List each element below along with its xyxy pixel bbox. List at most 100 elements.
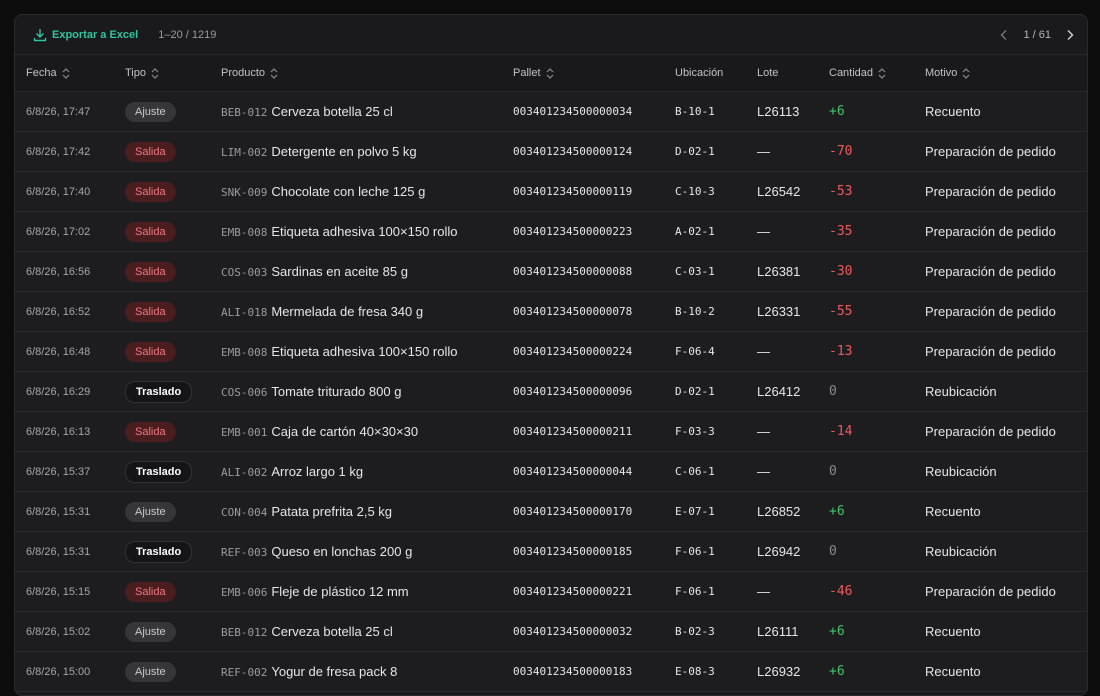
type-badge: Salida [125,581,176,602]
table-row[interactable]: 6/8/26, 15:15 Salida EMB-006 Fleje de plást… [15,572,1087,612]
product-code: EMB-008 [221,346,268,359]
cell-lot: L26111 [757,624,799,639]
cell-type: Salida [125,421,221,442]
cell-pallet: 003401234500000088 [513,265,633,278]
column-title: Lote [757,67,779,79]
type-badge: Traslado [125,540,193,563]
cell-quantity: +6 [829,664,845,679]
table-body: 6/8/26, 17:47 Ajuste BEB-012 Cerveza botell… [15,92,1087,692]
product-name: Etiqueta adhesiva 100×150 rollo [271,344,458,359]
table-row[interactable]: 6/8/26, 15:31 Traslado REF-003 Queso en lon… [15,532,1087,572]
cell-quantity: 0 [829,544,837,559]
cell-pallet: 003401234500000211 [513,425,633,438]
cell-location: B-10-2 [675,305,715,318]
cell-pallet: 003401234500000221 [513,585,633,598]
product-code: REF-003 [221,546,268,559]
product-name: Cerveza botella 25 cl [271,104,393,119]
product-name: Etiqueta adhesiva 100×150 rollo [271,224,458,239]
cell-quantity: -46 [829,584,853,599]
cell-pallet: 003401234500000034 [513,105,633,118]
table-row[interactable]: 6/8/26, 16:29 Traslado COS-006 Tomate tritu… [15,372,1087,412]
cell-lot: — [757,344,770,359]
cell-quantity: -70 [829,144,853,159]
cell-reason: Preparación de pedido [925,424,1056,439]
type-badge: Salida [125,421,176,442]
cell-reason: Reubicación [925,384,997,399]
product-code: ALI-002 [221,466,268,479]
export-button[interactable]: Exportar a Excel [33,28,138,42]
column-label: Fecha [26,67,70,79]
cell-reason: Recuento [925,504,981,519]
cell-location: C-10-3 [675,185,715,198]
table-row[interactable]: 6/8/26, 15:31 Ajuste CON-004 Patata prefrit… [15,492,1087,532]
table-row[interactable]: 6/8/26, 15:02 Ajuste BEB-012 Cerveza botell… [15,612,1087,652]
table-row[interactable]: 6/8/26, 17:02 Salida EMB-008 Etiqueta adhes… [15,212,1087,252]
cell-reason: Preparación de pedido [925,344,1056,359]
table-row[interactable]: 6/8/26, 16:48 Salida EMB-008 Etiqueta adhes… [15,332,1087,372]
cell-pallet: 003401234500000032 [513,625,633,638]
product-name: Detergente en polvo 5 kg [271,144,417,159]
column-header[interactable]: Pallet [513,67,675,79]
cell-lot: L26381 [757,264,801,279]
cell-date: 6/8/26, 16:52 [26,305,91,318]
prev-page[interactable] [999,29,1009,41]
table-row[interactable]: 6/8/26, 15:37 Traslado ALI-002 Arroz largo … [15,452,1087,492]
table-row[interactable]: 6/8/26, 16:13 Salida EMB-001 Caja de cartón… [15,412,1087,452]
cell-pallet: 003401234500000185 [513,545,633,558]
column-header[interactable]: Fecha [26,67,125,79]
cell-date: 6/8/26, 17:42 [26,145,91,158]
cell-product: ALI-002 Arroz largo 1 kg [221,464,513,479]
product-code: COS-003 [221,266,268,279]
product-code: BEB-012 [221,626,268,639]
cell-lot: L26852 [757,504,801,519]
column-header[interactable]: Tipo [125,67,221,79]
sort-icon [151,67,159,79]
column-header[interactable]: Cantidad [829,67,925,79]
table-row[interactable]: 6/8/26, 15:00 Ajuste REF-002 Yogur de fresa… [15,652,1087,692]
cell-location: A-02-1 [675,225,715,238]
table-header: Fecha Tipo Producto Pallet Ubicación Lote Cant… [15,55,1087,92]
column-header[interactable]: Motivo [925,67,1087,79]
cell-location: C-03-1 [675,265,715,278]
next-page[interactable] [1065,29,1075,41]
table-row[interactable]: 6/8/26, 17:40 Salida SNK-009 Chocolate con … [15,172,1087,212]
table-row[interactable]: 6/8/26, 17:47 Ajuste BEB-012 Cerveza botell… [15,92,1087,132]
cell-pallet: 003401234500000124 [513,145,633,158]
page: Exportar a Excel 1–20 / 1219 1 / 61 Fech… [14,14,1088,696]
product-name: Tomate triturado 800 g [271,384,402,399]
cell-quantity: +6 [829,504,845,519]
cell-lot: — [757,584,770,599]
table-row[interactable]: 6/8/26, 16:52 Salida ALI-018 Mermelada de f… [15,292,1087,332]
cell-pallet: 003401234500000096 [513,385,633,398]
type-badge: Traslado [125,380,193,403]
cell-product: EMB-006 Fleje de plástico 12 mm [221,584,513,599]
cell-quantity: -30 [829,264,853,279]
product-code: EMB-001 [221,426,268,439]
product-code: REF-002 [221,666,268,679]
cell-reason: Recuento [925,104,981,119]
column-header[interactable]: Producto [221,67,513,79]
column-label: Ubicación [675,67,723,79]
cell-location: D-02-1 [675,145,715,158]
type-badge: Ajuste [125,101,176,122]
cell-product: COS-003 Sardinas en aceite 85 g [221,264,513,279]
column-title: Motivo [925,67,958,79]
cell-date: 6/8/26, 15:37 [26,465,91,478]
cell-product: BEB-012 Cerveza botella 25 cl [221,104,513,119]
cell-product: EMB-008 Etiqueta adhesiva 100×150 rollo [221,344,513,359]
table-row[interactable]: 6/8/26, 16:56 Salida COS-003 Sardinas en ac… [15,252,1087,292]
cell-type: Salida [125,181,221,202]
sort-icon [878,67,886,79]
column-label: Cantidad [829,67,886,79]
column-label: Motivo [925,67,970,79]
cell-date: 6/8/26, 17:40 [26,185,91,198]
table-row[interactable]: 6/8/26, 17:42 Salida LIM-002 Detergente en … [15,132,1087,172]
page-label: 1 / 61 [1023,28,1051,41]
column-title: Tipo [125,67,146,79]
range-label: 1–20 / 1219 [158,28,217,41]
cell-product: ALI-018 Mermelada de fresa 340 g [221,304,513,319]
pagination: 1 / 61 [999,29,1075,41]
cell-date: 6/8/26, 17:02 [26,225,91,238]
product-name: Queso en lonchas 200 g [271,544,413,559]
toolbar: Exportar a Excel 1–20 / 1219 1 / 61 [15,15,1087,55]
